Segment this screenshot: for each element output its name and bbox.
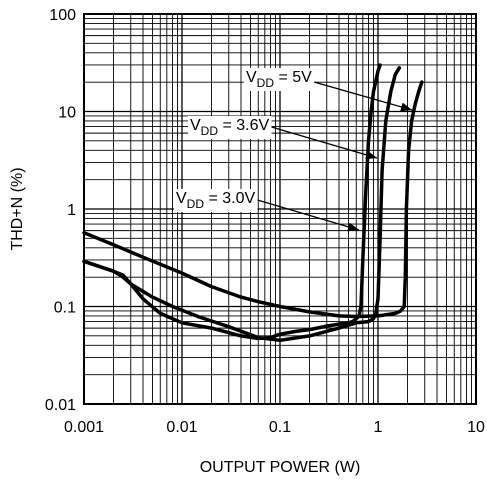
series-line-2 <box>82 80 424 319</box>
annotation-label: VDD = 5V <box>246 69 312 90</box>
x-tick-labels: 0.001 0.01 0.1 1 10 <box>64 419 485 436</box>
x-tick-label: 0.001 <box>64 419 104 436</box>
annotation-prefix: V <box>176 190 187 207</box>
x-tick-label: 1 <box>374 419 383 436</box>
y-tick-label: 10 <box>58 105 76 122</box>
x-axis-title: OUTPUT POWER (W) <box>200 459 361 476</box>
annotation-background <box>188 116 272 139</box>
annotation-arrow-line <box>313 81 413 111</box>
y-tick-label: 1 <box>67 202 76 219</box>
series-line-0 <box>82 63 382 341</box>
annotation-subscript: DD <box>201 124 219 138</box>
annotation-background <box>174 189 258 212</box>
annotation-prefix: V <box>246 69 257 86</box>
annotation-label: VDD = 3.0V <box>176 190 255 211</box>
annotation-arrow-head <box>347 222 359 232</box>
annotation-arrow-head <box>365 150 377 160</box>
y-tick-label: 0.1 <box>54 300 76 317</box>
annotation-arrow-head <box>400 102 412 112</box>
x-tick-label: 0.1 <box>269 419 291 436</box>
y-tick-label: 100 <box>49 7 76 24</box>
y-tick-label: 0.01 <box>45 397 76 414</box>
plot-frame <box>83 13 477 405</box>
annotation-arrow-line <box>257 199 360 231</box>
y-axis-title: THD+N (%) <box>9 167 26 250</box>
annotation-subscript: DD <box>187 197 205 211</box>
annotation-prefix: V <box>190 117 201 134</box>
annotation-arrow-line <box>271 126 378 159</box>
annotation-label: VDD = 3.6V <box>190 117 269 138</box>
y-tick-labels: 0.01 0.1 1 10 100 <box>45 7 76 414</box>
annotation-background <box>244 68 315 91</box>
annotation-subscript: DD <box>257 76 275 90</box>
annotation-arrows <box>257 81 413 232</box>
annotation-suffix: = 5V <box>274 69 312 86</box>
series-line-1 <box>82 66 402 343</box>
series-group <box>82 63 424 343</box>
x-tick-label: 0.01 <box>166 419 197 436</box>
x-tick-label: 10 <box>467 419 485 436</box>
annotation-suffix: = 3.6V <box>218 117 269 134</box>
annotation-suffix: = 3.0V <box>204 190 255 207</box>
